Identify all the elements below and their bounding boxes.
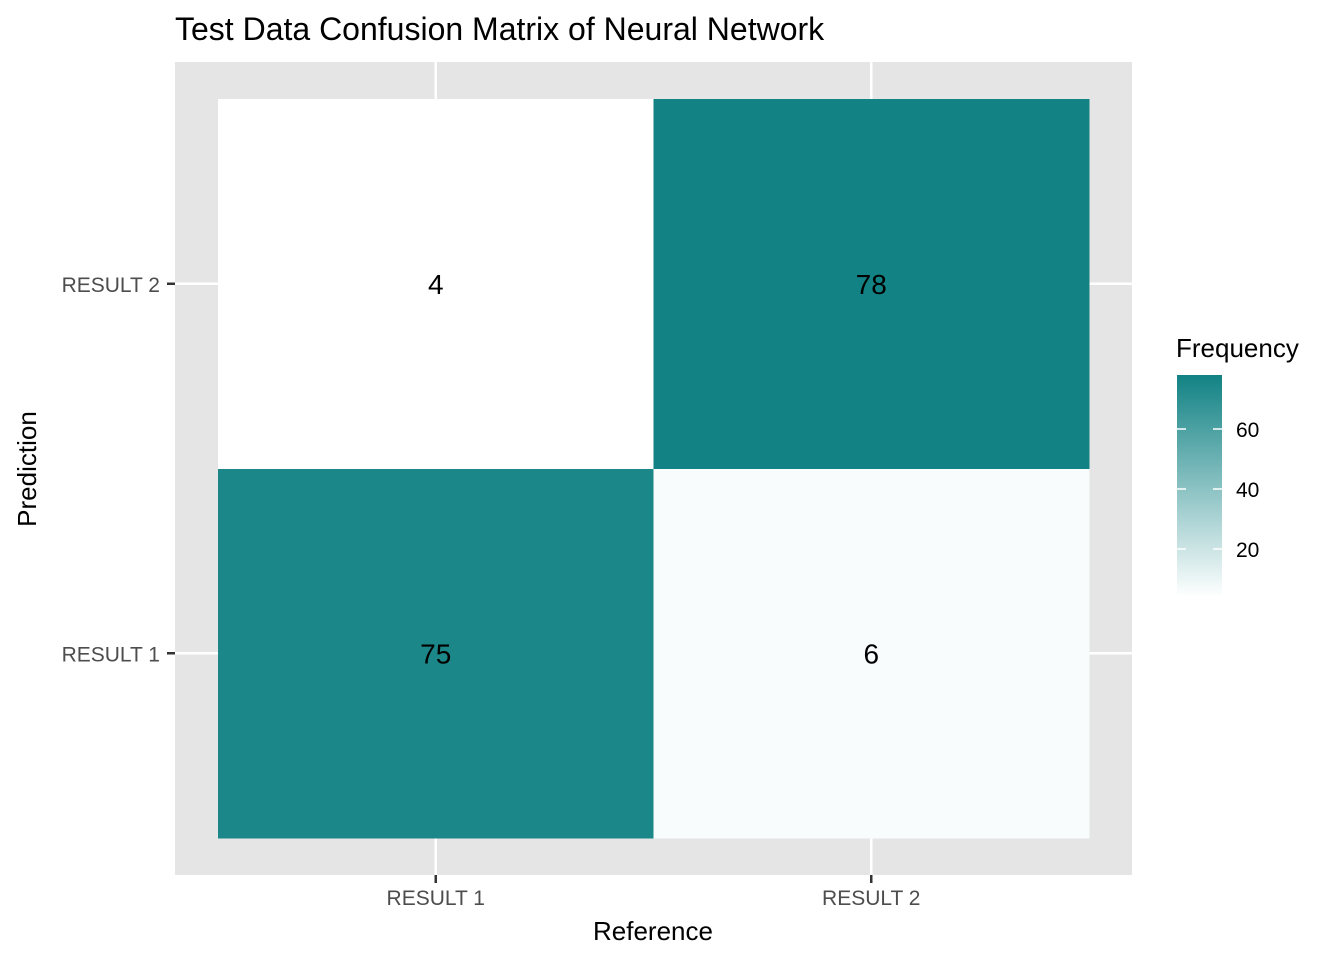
cell-value-label: 78 <box>856 269 887 300</box>
y-axis: RESULT 1 RESULT 2 <box>62 274 175 666</box>
x-axis-title: Reference <box>593 916 713 946</box>
legend-title: Frequency <box>1176 333 1299 363</box>
x-tick-label: RESULT 2 <box>822 887 920 910</box>
x-tick-label: RESULT 1 <box>387 887 485 910</box>
cell-value-label: 75 <box>420 638 451 669</box>
heatmap-cell <box>218 99 654 469</box>
y-axis-title: Prediction <box>12 411 42 527</box>
y-tick-label: RESULT 1 <box>62 643 160 666</box>
color-legend: Frequency 20 40 60 <box>1176 333 1299 597</box>
cell-value-labels: 75 6 4 78 <box>420 269 887 670</box>
chart-title: Test Data Confusion Matrix of Neural Net… <box>175 11 825 47</box>
heatmap-cells <box>218 99 1090 839</box>
legend-tick-label: 60 <box>1236 419 1259 442</box>
cell-value-label: 6 <box>863 638 879 669</box>
cell-value-label: 4 <box>428 269 444 300</box>
y-tick-label: RESULT 2 <box>62 274 160 297</box>
heatmap-cell <box>218 468 654 839</box>
legend-colorbar <box>1177 375 1222 597</box>
x-axis: RESULT 1 RESULT 2 <box>387 875 920 910</box>
legend-tick-label: 20 <box>1236 539 1259 562</box>
heatmap-cell <box>653 99 1090 469</box>
legend-tick-label: 40 <box>1236 479 1259 502</box>
heatmap-cell <box>653 468 1090 839</box>
legend-ticks: 20 40 60 <box>1177 419 1259 562</box>
